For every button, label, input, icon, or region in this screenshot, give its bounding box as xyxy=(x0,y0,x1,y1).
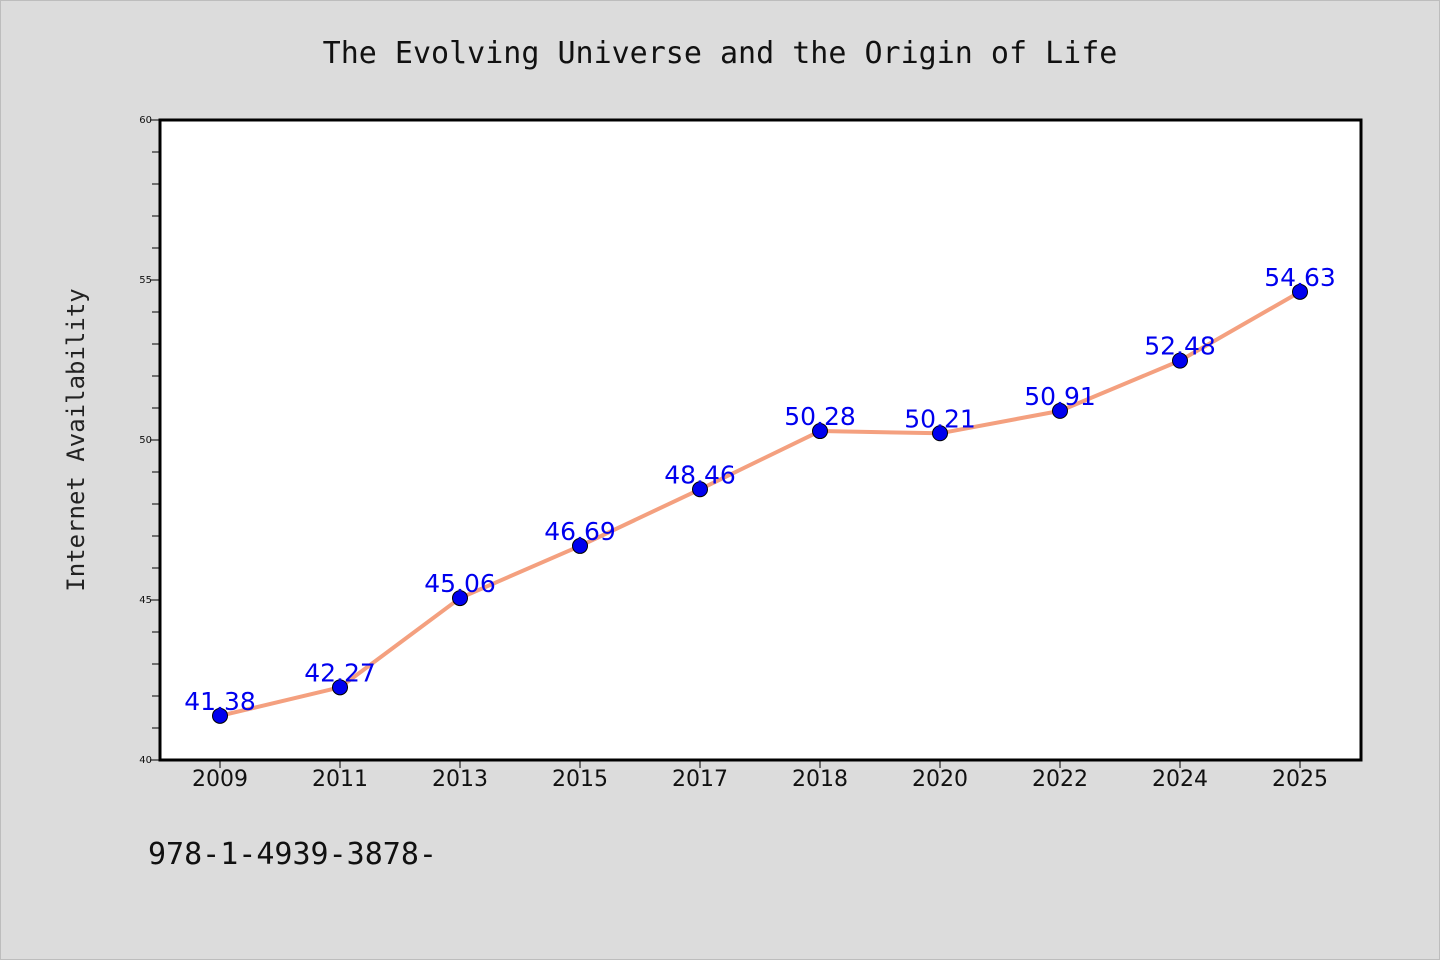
chart-title: The Evolving Universe and the Origin of … xyxy=(323,36,1118,71)
data-label: 46.69 xyxy=(544,517,616,546)
x-tick-label: 2013 xyxy=(432,767,488,792)
series-line xyxy=(218,289,1302,718)
y-axis-label: Internet Availability xyxy=(62,288,90,591)
x-tick-label: 2009 xyxy=(192,767,248,792)
y-tick-label: 45 xyxy=(139,595,152,606)
data-label: 42.27 xyxy=(304,658,376,687)
data-point xyxy=(812,423,828,440)
x-tick-label: 2022 xyxy=(1032,767,1088,792)
data-point xyxy=(1292,283,1308,300)
plot-area xyxy=(160,120,1361,760)
y-tick-label: 60 xyxy=(139,115,152,126)
data-label: 48.46 xyxy=(664,460,736,489)
data-label: 45.06 xyxy=(424,569,496,598)
data-point xyxy=(212,707,228,724)
data-point xyxy=(932,425,948,442)
data-markers xyxy=(212,283,1308,724)
data-label: 50.28 xyxy=(784,402,856,431)
x-tick-label: 2017 xyxy=(672,767,728,792)
data-point xyxy=(1172,352,1188,369)
y-tick-label: 55 xyxy=(139,275,152,286)
y-tick-label: 40 xyxy=(139,755,152,766)
y-axis-ticks: 40 45 50 55 60 xyxy=(139,115,160,766)
data-point xyxy=(692,481,708,498)
x-tick-label: 2020 xyxy=(912,767,968,792)
y-tick-label: 50 xyxy=(139,435,152,446)
data-point xyxy=(332,679,348,696)
data-labels: 41.38 42.27 45.06 46.69 48.46 50.28 50.21 50.91… xyxy=(184,263,1336,716)
data-label: 50.21 xyxy=(904,404,976,433)
x-tick-label: 2015 xyxy=(552,767,608,792)
x-tick-label: 2011 xyxy=(312,767,368,792)
x-tick-label: 2018 xyxy=(792,767,848,792)
plot-frame xyxy=(158,118,1363,762)
x-tick-label: 2024 xyxy=(1152,767,1208,792)
data-label: 52.48 xyxy=(1144,332,1216,361)
data-label: 54.63 xyxy=(1264,263,1336,292)
data-point xyxy=(452,590,468,607)
data-point xyxy=(1052,402,1068,419)
footer-isbn: 978-1-4939-3878- xyxy=(148,837,437,872)
x-tick-label: 2025 xyxy=(1272,767,1328,792)
data-label: 41.38 xyxy=(184,687,256,716)
data-label: 50.91 xyxy=(1024,382,1096,411)
x-axis-ticks: 2009 2011 2013 2015 2017 2018 2020 2022 2024 2025 xyxy=(192,760,1328,792)
data-point xyxy=(572,537,588,554)
